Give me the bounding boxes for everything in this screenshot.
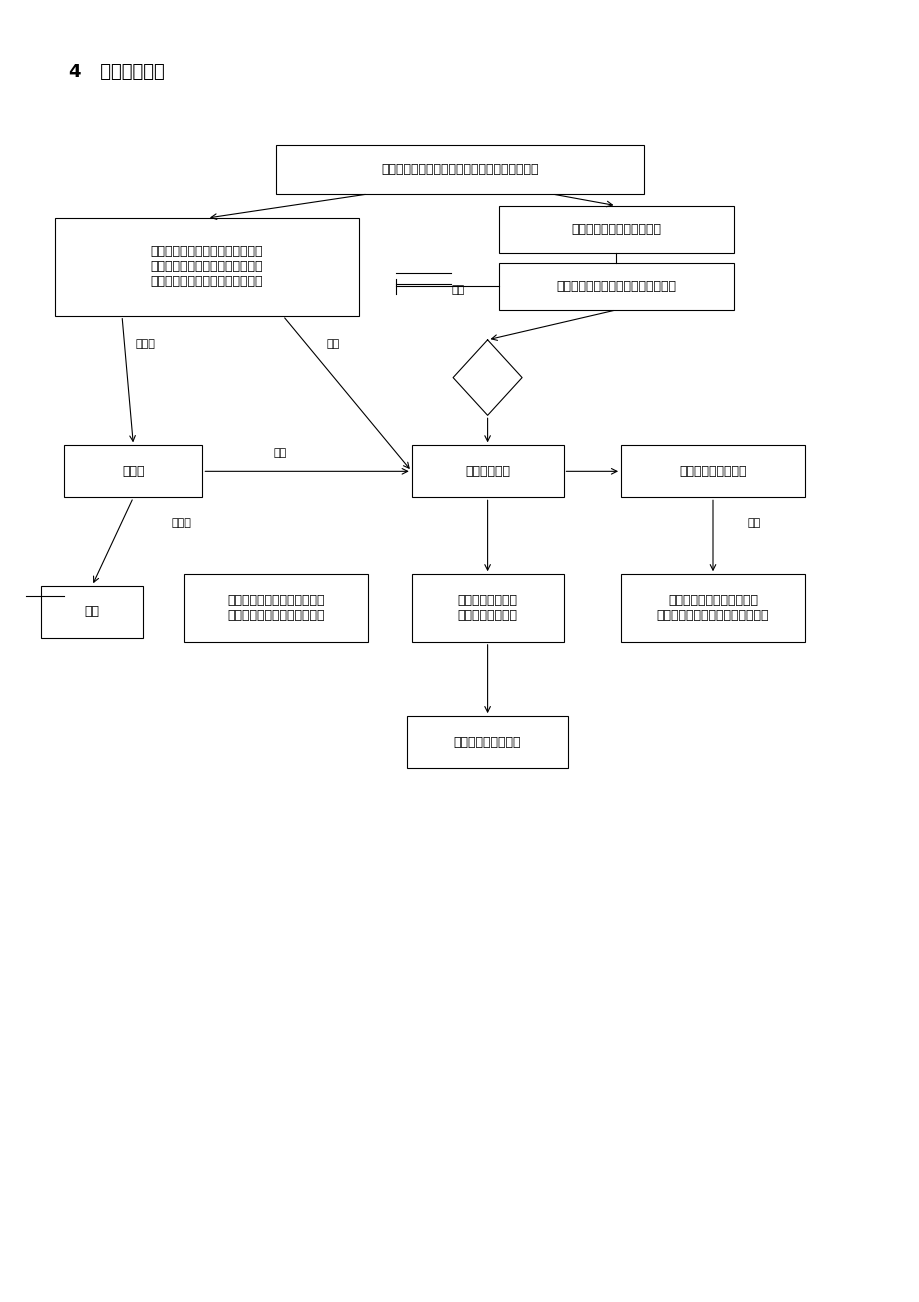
Text: 不合格: 不合格 xyxy=(135,340,154,349)
Text: 监理工程师过程检
砌体分项质量验收: 监理工程师过程检 砌体分项质量验收 xyxy=(457,594,517,622)
Text: 对构造柱钢筋及拉结筋隐蔽
包括砌体预制构件、预埋件安装质: 对构造柱钢筋及拉结筋隐蔽 包括砌体预制构件、预埋件安装质 xyxy=(656,594,768,622)
Text: 合格: 合格 xyxy=(747,518,760,529)
Text: 砌体材料厂家考察与选择（含预拌
砌体材料进场验收（含预拌砂浆）
砌体材料见证取样、封样、送检复: 砌体材料厂家考察与选择（含预拌 砌体材料进场验收（含预拌砂浆） 砌体材料见证取样… xyxy=(151,245,263,289)
FancyBboxPatch shape xyxy=(620,445,804,497)
FancyBboxPatch shape xyxy=(498,263,733,310)
FancyBboxPatch shape xyxy=(498,206,733,253)
FancyBboxPatch shape xyxy=(276,145,643,194)
Text: 平面定位放线、清理基层、弹平面位: 平面定位放线、清理基层、弹平面位 xyxy=(556,280,675,293)
Text: 砌体子分部验收与评: 砌体子分部验收与评 xyxy=(453,736,521,749)
Text: 审核砌体工程专项施工方案: 审核砌体工程专项施工方案 xyxy=(571,223,661,236)
Text: 合格: 合格 xyxy=(326,340,340,349)
Text: 退场: 退场 xyxy=(85,605,99,618)
FancyBboxPatch shape xyxy=(412,574,563,642)
Text: 合格: 合格 xyxy=(274,448,287,458)
Text: 砌体砌筑施工: 砌体砌筑施工 xyxy=(465,465,509,478)
FancyBboxPatch shape xyxy=(184,574,368,642)
FancyBboxPatch shape xyxy=(55,217,358,315)
Text: 砂浆质量跟踪控制，砌体拉结
筋数量，位置检查，砌筑规范: 砂浆质量跟踪控制，砌体拉结 筋数量，位置检查，砌筑规范 xyxy=(227,594,324,622)
Text: 构造柱砼浇筑旁站监: 构造柱砼浇筑旁站监 xyxy=(678,465,746,478)
FancyBboxPatch shape xyxy=(407,716,568,768)
Text: 4   监理工作流程: 4 监理工作流程 xyxy=(69,62,165,81)
Polygon shape xyxy=(453,340,522,415)
Text: 熟悉设计图纸、设计变更文件、技术标准及相关: 熟悉设计图纸、设计变更文件、技术标准及相关 xyxy=(380,163,539,176)
Text: 加倍复: 加倍复 xyxy=(122,465,144,478)
FancyBboxPatch shape xyxy=(64,445,202,497)
Text: 不合: 不合 xyxy=(450,285,464,296)
FancyBboxPatch shape xyxy=(620,574,804,642)
FancyBboxPatch shape xyxy=(41,586,142,638)
FancyBboxPatch shape xyxy=(412,445,563,497)
Text: 不合格: 不合格 xyxy=(171,518,191,529)
